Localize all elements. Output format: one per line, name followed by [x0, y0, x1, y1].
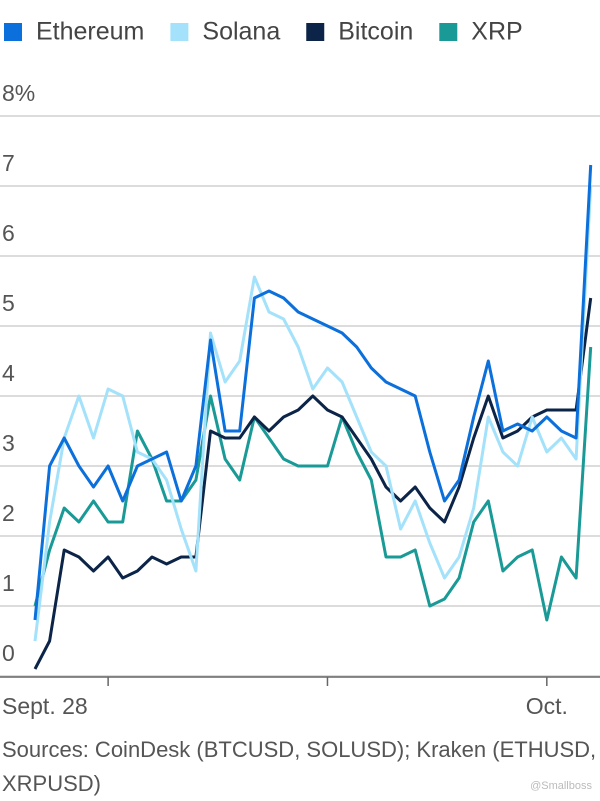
line-series — [35, 298, 591, 669]
y-tick-label: 4 — [2, 360, 15, 386]
y-tick-label: 3 — [2, 430, 15, 456]
x-tick-label: Oct. — [526, 693, 568, 719]
legend-label: Bitcoin — [338, 18, 413, 46]
legend-label: Solana — [202, 18, 280, 46]
y-tick-label: 8% — [2, 80, 35, 106]
legend-label: XRP — [471, 18, 522, 46]
y-tick-label: 1 — [2, 570, 15, 596]
legend-label: Ethereum — [36, 18, 144, 46]
y-tick-label: 0 — [2, 640, 15, 666]
source-note: Sources: CoinDesk (BTCUSD, SOLUSD); Krak… — [2, 733, 598, 801]
y-tick-label: 6 — [2, 220, 15, 246]
chart: 0 1 2 3 4 5 6 7 8% Sept. 28 Oct. Ethereum Solana Bitc… — [0, 0, 600, 730]
y-tick-label: 2 — [2, 500, 15, 526]
watermark: @Smallboss — [530, 780, 592, 792]
legend-swatch — [439, 23, 457, 41]
legend-swatch — [170, 23, 188, 41]
y-tick-label: 7 — [2, 150, 15, 176]
x-tick-label: Sept. 28 — [2, 693, 88, 719]
legend-swatch — [306, 23, 324, 41]
legend-swatch — [4, 23, 22, 41]
y-tick-label: 5 — [2, 290, 15, 316]
